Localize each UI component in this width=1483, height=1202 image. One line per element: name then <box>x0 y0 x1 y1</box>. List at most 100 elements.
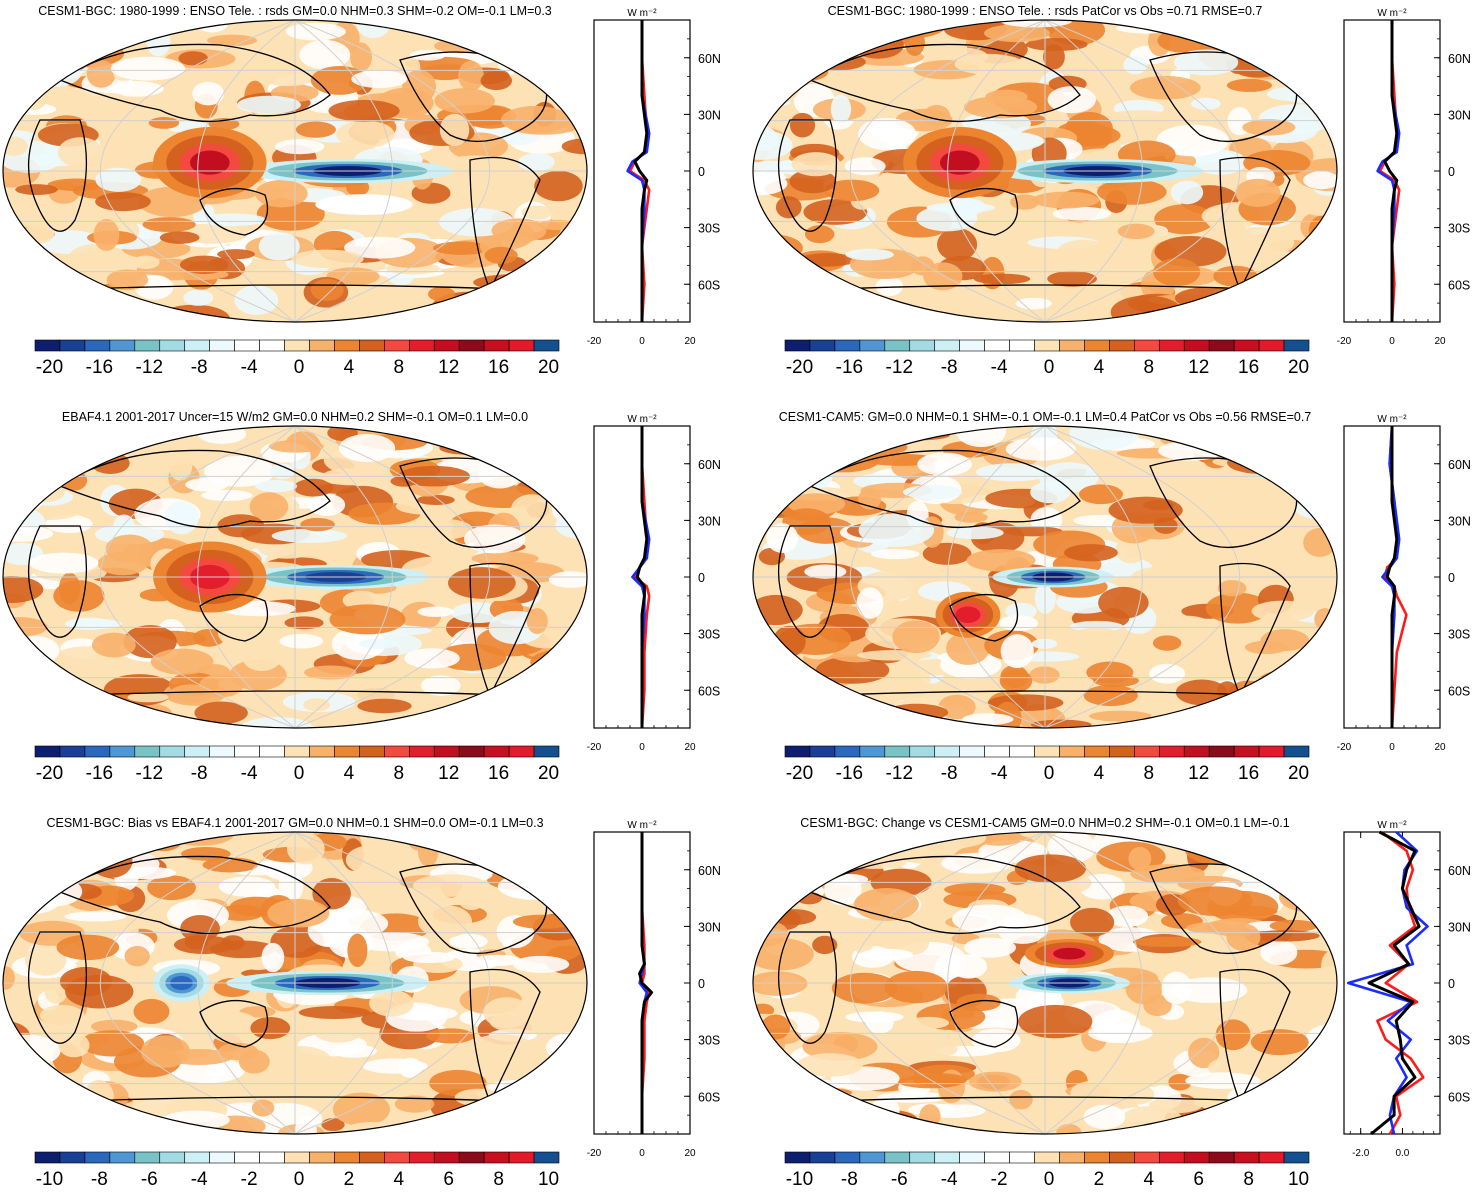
field-blob <box>753 96 791 108</box>
profile-line-black <box>638 832 654 1134</box>
colorbar-tick-label: 12 <box>1188 763 1209 784</box>
field-blob <box>83 1079 114 1113</box>
colorbar-segment <box>1158 1151 1185 1164</box>
colorbar-tick-label: 0 <box>1044 1169 1055 1190</box>
field-blob <box>1313 868 1337 879</box>
field-blob <box>47 178 104 191</box>
field-blob <box>753 671 770 701</box>
colorbar-segment <box>384 339 410 352</box>
map-border <box>752 19 1338 323</box>
colorbar-tick-label: -8 <box>841 1169 858 1190</box>
field-blob <box>26 304 77 322</box>
profile-unit: W m⁻² <box>1377 8 1407 19</box>
colorbar-tick-label: 16 <box>1238 357 1259 378</box>
colorbar-tick-label: -12 <box>886 357 913 378</box>
field-blob <box>753 126 778 152</box>
field-blob <box>1083 1104 1126 1130</box>
field-blob <box>840 426 915 447</box>
field-blob <box>753 171 788 196</box>
colorbar-segment <box>109 1151 136 1164</box>
map-field <box>3 426 587 728</box>
field-blob <box>3 20 17 35</box>
field-blob <box>196 20 228 33</box>
colorbar-segment <box>109 745 136 758</box>
colorbar-segment <box>359 1151 385 1164</box>
field-blob <box>831 1113 863 1126</box>
field-blob <box>956 426 1006 448</box>
field-blob <box>824 179 880 202</box>
field-blob <box>1241 304 1286 322</box>
field-blob <box>792 832 852 852</box>
colorbar-segment <box>1258 1151 1285 1164</box>
map-border <box>752 425 1338 729</box>
panel-title: CESM1-CAM5: GM=0.0 NHM=0.1 SHM=-0.1 OM=-… <box>778 410 1312 424</box>
lat-label: 0 <box>698 977 705 991</box>
continent-outline <box>949 593 1019 642</box>
maritime-continent-positive <box>190 150 230 175</box>
colorbar-tick-label: -8 <box>191 357 208 378</box>
map-field <box>753 20 1337 322</box>
field-blob <box>505 35 582 65</box>
continent-outline <box>27 119 88 232</box>
lat-label: 60S <box>1448 278 1470 292</box>
field-blob <box>483 1107 535 1134</box>
field-blob <box>1230 51 1286 78</box>
field-blob <box>95 192 151 212</box>
field-blob <box>753 1084 808 1107</box>
field-blob <box>95 167 142 192</box>
panel-5: CESM1-BGC: Bias vs EBAF4.1 2001-2017 GM=… <box>0 812 733 1202</box>
field-blob <box>483 997 531 1029</box>
field-blob <box>350 42 372 72</box>
field-blob <box>766 523 799 553</box>
field-blob <box>545 676 587 702</box>
field-blob <box>463 524 526 554</box>
colorbar-segment <box>184 1151 210 1164</box>
field-blob <box>802 854 833 882</box>
map-group <box>2 831 588 1135</box>
field-blob <box>183 289 214 306</box>
field-blob <box>497 873 564 900</box>
field-blob <box>242 644 282 671</box>
field-blob <box>417 494 455 506</box>
colorbar-tick-label: 16 <box>488 763 509 784</box>
field-blob <box>769 428 839 443</box>
lat-label: 30S <box>698 628 720 642</box>
field-blob <box>1069 426 1140 450</box>
field-blob <box>1031 638 1058 649</box>
field-blob <box>753 629 779 661</box>
field-blob <box>1248 1101 1291 1123</box>
field-blob <box>396 217 430 234</box>
panel-svg: -20 -16 -12 -8 -4 0 4 8 12 16 20 W m⁻² 60N 30N 0 30S 60S… <box>752 8 1471 378</box>
colorbar-tick-label: -4 <box>941 1169 958 1190</box>
field-blob <box>1233 434 1303 462</box>
field-blob <box>9 44 68 74</box>
panel-4: CESM1-CAM5: GM=0.0 NHM=0.1 SHM=-0.1 OM=-… <box>750 406 1483 796</box>
colorbar-tick-label: 20 <box>1288 763 1309 784</box>
colorbar-segment <box>1183 339 1210 352</box>
field-blob <box>24 943 67 976</box>
field-blob <box>295 121 336 138</box>
field-blob <box>1009 1089 1033 1110</box>
continent-outline <box>1219 562 1291 698</box>
field-blob <box>310 65 368 95</box>
field-blob <box>67 426 124 445</box>
field-blob <box>1279 1077 1314 1089</box>
colorbar-segment <box>408 1151 435 1164</box>
field-blob <box>779 456 819 472</box>
field-blob <box>64 911 127 922</box>
field-blob <box>1293 307 1329 322</box>
map-group <box>2 19 588 323</box>
field-blob <box>1242 119 1296 136</box>
continent-outline <box>58 855 331 935</box>
field-blob <box>1056 1124 1082 1134</box>
colorbar-segment <box>284 1151 310 1164</box>
lat-label: 60S <box>698 684 720 698</box>
field-blob <box>1303 171 1337 190</box>
field-blob <box>1226 78 1273 92</box>
field-blob <box>1115 537 1147 564</box>
graticule <box>3 20 587 322</box>
field-blob <box>299 40 351 70</box>
field-blob <box>298 1006 371 1019</box>
field-blob <box>1215 1019 1251 1051</box>
field-blob <box>856 587 884 619</box>
